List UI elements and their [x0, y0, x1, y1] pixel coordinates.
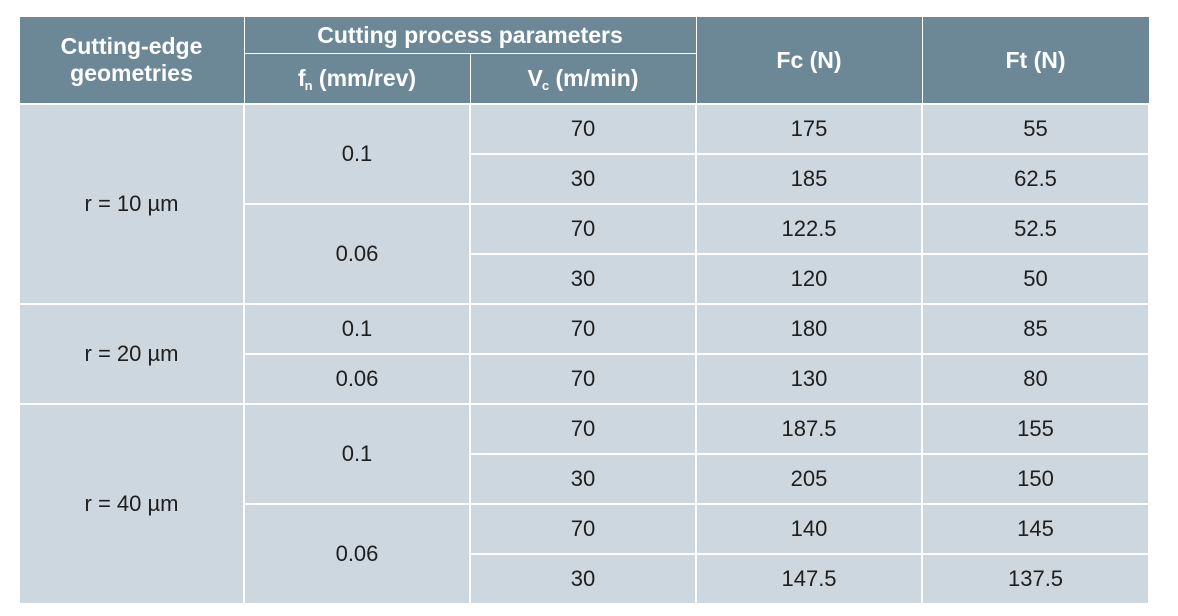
header-feed-rate-subscript: n — [304, 77, 313, 93]
fc-cell: 130 — [695, 353, 924, 405]
speed-cell: 70 — [468, 503, 698, 555]
feed-cell: 0.06 — [243, 203, 471, 305]
table-row: 0.06 70 130 80 — [19, 353, 1151, 405]
speed-cell: 30 — [468, 253, 698, 305]
speed-cell: 70 — [468, 303, 698, 355]
speed-cell: 30 — [468, 153, 698, 205]
parameters-table-container: Cutting-edge geometries Cutting process … — [18, 16, 1151, 605]
fc-cell: 120 — [695, 253, 924, 305]
table-row: r = 10 µm 0.1 70 175 55 — [18, 103, 1151, 305]
cutting-parameters-table: Cutting-edge geometries Cutting process … — [18, 16, 1151, 605]
ft-cell: 52.5 — [921, 203, 1151, 255]
ft-cell: 150 — [921, 453, 1151, 505]
table-row: 30 185 62.5 — [19, 153, 1151, 205]
ft-cell: 85 — [921, 303, 1151, 355]
speed-cell: 70 — [468, 403, 698, 455]
header-cutting-speed-subscript: c — [541, 77, 550, 93]
feed-cell: 0.06 — [243, 503, 471, 605]
header-geometry: Cutting-edge geometries — [18, 16, 245, 105]
feed-cell: 0.1 — [243, 403, 471, 505]
table-header: Cutting-edge geometries Cutting process … — [18, 16, 1150, 105]
fc-cell: 185 — [695, 153, 924, 205]
speed-cell: 30 — [468, 453, 698, 505]
fc-cell: 122.5 — [695, 203, 924, 255]
geometry-cell: r = 40 µm — [18, 403, 245, 605]
header-geometry-line2: geometries — [70, 60, 193, 86]
table-row: 30 120 50 — [19, 253, 1151, 305]
ft-cell: 155 — [921, 403, 1151, 455]
table-row: 30 147.5 137.5 — [19, 553, 1151, 605]
speed-cell: 70 — [468, 353, 698, 405]
speed-cell: 30 — [468, 553, 698, 605]
header-process-parameters: Cutting process parameters — [243, 16, 697, 54]
fc-cell: 147.5 — [695, 553, 924, 605]
header-feed-rate-unit: (mm/rev) — [312, 64, 417, 91]
feed-cell: 0.1 — [243, 303, 471, 355]
speed-cell: 70 — [468, 203, 698, 255]
table-row: 0.06 70 140 145 — [19, 503, 1151, 605]
feed-cell: 0.1 — [243, 103, 471, 205]
header-fc: Fc (N) — [695, 16, 923, 105]
table-row: r = 20 µm 0.1 70 180 85 — [18, 303, 1151, 405]
header-ft: Ft (N) — [921, 16, 1150, 105]
fc-cell: 140 — [695, 503, 924, 555]
table-row: 30 205 150 — [19, 453, 1151, 505]
fc-cell: 180 — [695, 303, 924, 355]
header-cutting-speed: Vc (m/min) — [469, 53, 697, 105]
header-row-2: fn (mm/rev) Vc (m/min) — [19, 53, 1149, 105]
ft-cell: 137.5 — [921, 553, 1151, 605]
table-body: r = 10 µm 0.1 70 175 55 30 185 62.5 0.06… — [18, 103, 1151, 605]
geometry-cell: r = 20 µm — [18, 303, 245, 405]
table-row: 0.06 70 122.5 52.5 — [19, 203, 1151, 305]
ft-cell: 50 — [921, 253, 1151, 305]
speed-cell: 70 — [468, 103, 698, 155]
ft-cell: 55 — [921, 103, 1151, 155]
geometry-cell: r = 10 µm — [18, 103, 245, 305]
header-feed-rate-symbol: f — [297, 64, 306, 91]
header-geometry-line1: Cutting-edge — [60, 33, 203, 59]
header-row-1: Cutting-edge geometries Cutting process … — [18, 16, 1150, 105]
header-cutting-speed-symbol: V — [527, 64, 543, 91]
table-row: r = 40 µm 0.1 70 187.5 155 — [18, 403, 1151, 605]
ft-cell: 145 — [921, 503, 1151, 555]
ft-cell: 80 — [921, 353, 1151, 405]
feed-cell: 0.06 — [243, 353, 471, 405]
fc-cell: 187.5 — [695, 403, 924, 455]
fc-cell: 175 — [695, 103, 924, 155]
fc-cell: 205 — [695, 453, 924, 505]
header-cutting-speed-unit: (m/min) — [549, 64, 639, 91]
header-feed-rate: fn (mm/rev) — [243, 53, 471, 105]
ft-cell: 62.5 — [921, 153, 1151, 205]
